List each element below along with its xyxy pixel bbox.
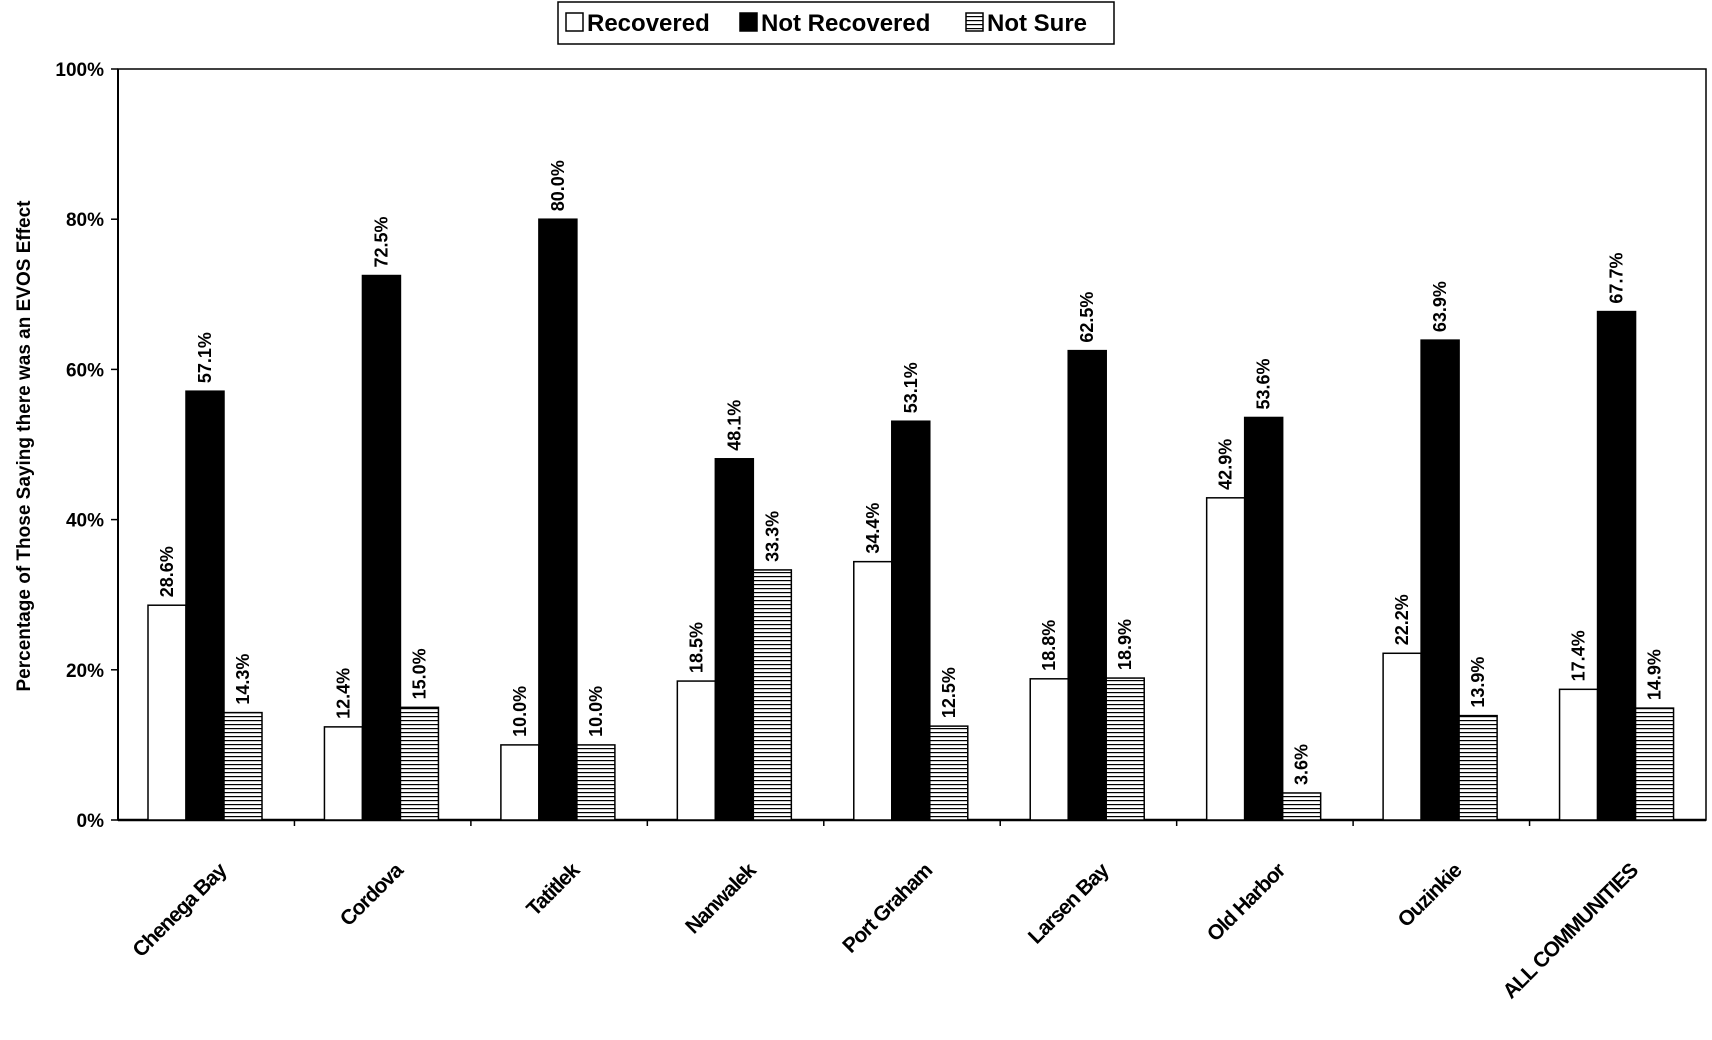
bar-not-sure bbox=[1634, 707, 1675, 821]
data-label: 14.3% bbox=[233, 654, 253, 705]
bar-not-sure bbox=[1281, 792, 1322, 821]
x-tick-label: Chenega Bay bbox=[128, 858, 231, 961]
data-label: 34.4% bbox=[863, 503, 883, 554]
bar-not-recovered bbox=[1067, 349, 1107, 821]
data-label: 57.1% bbox=[195, 332, 215, 383]
y-tick-label: 60% bbox=[66, 360, 104, 381]
y-axis-title: Percentage of Those Saying there was an … bbox=[14, 200, 35, 692]
x-tick-label: Nanwalek bbox=[681, 858, 761, 938]
legend-swatch bbox=[739, 12, 758, 32]
x-tick-label: Tatitlek bbox=[522, 858, 584, 920]
bar-recovered bbox=[853, 560, 893, 821]
bar-not-sure bbox=[1458, 714, 1498, 821]
data-label: 12.4% bbox=[333, 668, 353, 719]
data-label: 80.0% bbox=[548, 160, 568, 211]
bar-not-recovered bbox=[538, 218, 578, 821]
bar-not-recovered bbox=[1420, 339, 1460, 821]
x-tick-label: ALL COMMUNITIES bbox=[1499, 859, 1644, 1004]
data-label: 12.5% bbox=[939, 667, 959, 718]
legend: Recovered Not Recovered Not Sure bbox=[557, 1, 1115, 45]
plot-area: 0% 20% 40% 60% 80% 100% 28.6% 57.1% 14.3% Chenega… bbox=[55, 60, 1707, 1004]
data-label: 17.4% bbox=[1569, 630, 1589, 681]
bar-not-sure bbox=[1105, 677, 1145, 821]
bar-recovered bbox=[676, 680, 717, 821]
bar-not-recovered bbox=[1243, 416, 1284, 821]
bar-not-sure bbox=[752, 569, 793, 821]
bar-recovered bbox=[1205, 497, 1246, 821]
data-label: 14.9% bbox=[1645, 649, 1665, 700]
x-tick-label: Old Harbor bbox=[1203, 859, 1290, 946]
y-tick-label: 80% bbox=[66, 210, 104, 231]
y-tick-label: 0% bbox=[77, 811, 105, 832]
x-tick-label: Larsen Bay bbox=[1024, 858, 1114, 948]
data-label: 48.1% bbox=[724, 400, 744, 451]
data-label: 18.8% bbox=[1039, 620, 1059, 671]
data-label: 72.5% bbox=[371, 216, 391, 267]
bar-not-recovered bbox=[891, 420, 931, 821]
y-tick-label: 100% bbox=[55, 60, 104, 81]
legend-swatch bbox=[965, 12, 984, 32]
data-label: 3.6% bbox=[1292, 744, 1312, 785]
data-label: 42.9% bbox=[1216, 439, 1236, 490]
data-label: 62.5% bbox=[1077, 292, 1097, 343]
y-tick-label: 20% bbox=[66, 661, 104, 682]
data-label: 13.9% bbox=[1468, 657, 1488, 708]
legend-label: Not Sure bbox=[987, 10, 1087, 37]
data-label: 18.5% bbox=[686, 622, 706, 673]
data-label: 67.7% bbox=[1607, 253, 1627, 304]
bar-recovered bbox=[323, 726, 364, 821]
data-label: 53.6% bbox=[1254, 358, 1274, 409]
bar-recovered bbox=[147, 604, 187, 821]
data-label: 33.3% bbox=[762, 511, 782, 562]
bar-recovered bbox=[1382, 652, 1422, 821]
bar-not-recovered bbox=[185, 390, 225, 821]
bar-not-recovered bbox=[361, 274, 402, 821]
data-label: 53.1% bbox=[901, 362, 921, 413]
legend-label: Recovered bbox=[587, 10, 710, 37]
x-tick-label: Cordova bbox=[336, 858, 408, 930]
bar-not-sure bbox=[399, 706, 440, 821]
data-label: 10.0% bbox=[586, 686, 606, 737]
x-tick-label: Ouzinkie bbox=[1394, 859, 1467, 932]
bar-recovered bbox=[500, 744, 540, 821]
legend-label: Not Recovered bbox=[761, 10, 930, 37]
data-label: 63.9% bbox=[1430, 281, 1450, 332]
bar-not-sure bbox=[223, 711, 263, 821]
legend-swatch bbox=[565, 12, 584, 32]
x-tick-label: Port Graham bbox=[838, 859, 937, 958]
data-label: 22.2% bbox=[1392, 594, 1412, 645]
bar-recovered bbox=[1029, 678, 1069, 821]
bar-not-sure bbox=[576, 744, 616, 821]
data-label: 18.9% bbox=[1115, 619, 1135, 670]
bar-not-sure bbox=[929, 725, 969, 821]
legend-box bbox=[557, 1, 1115, 45]
bar-not-recovered bbox=[714, 458, 755, 821]
data-label: 15.0% bbox=[409, 648, 429, 699]
data-label: 28.6% bbox=[157, 546, 177, 597]
bar-not-recovered bbox=[1596, 310, 1637, 821]
y-tick-label: 40% bbox=[66, 511, 104, 532]
bar-recovered bbox=[1558, 688, 1599, 821]
data-label: 10.0% bbox=[510, 686, 530, 737]
